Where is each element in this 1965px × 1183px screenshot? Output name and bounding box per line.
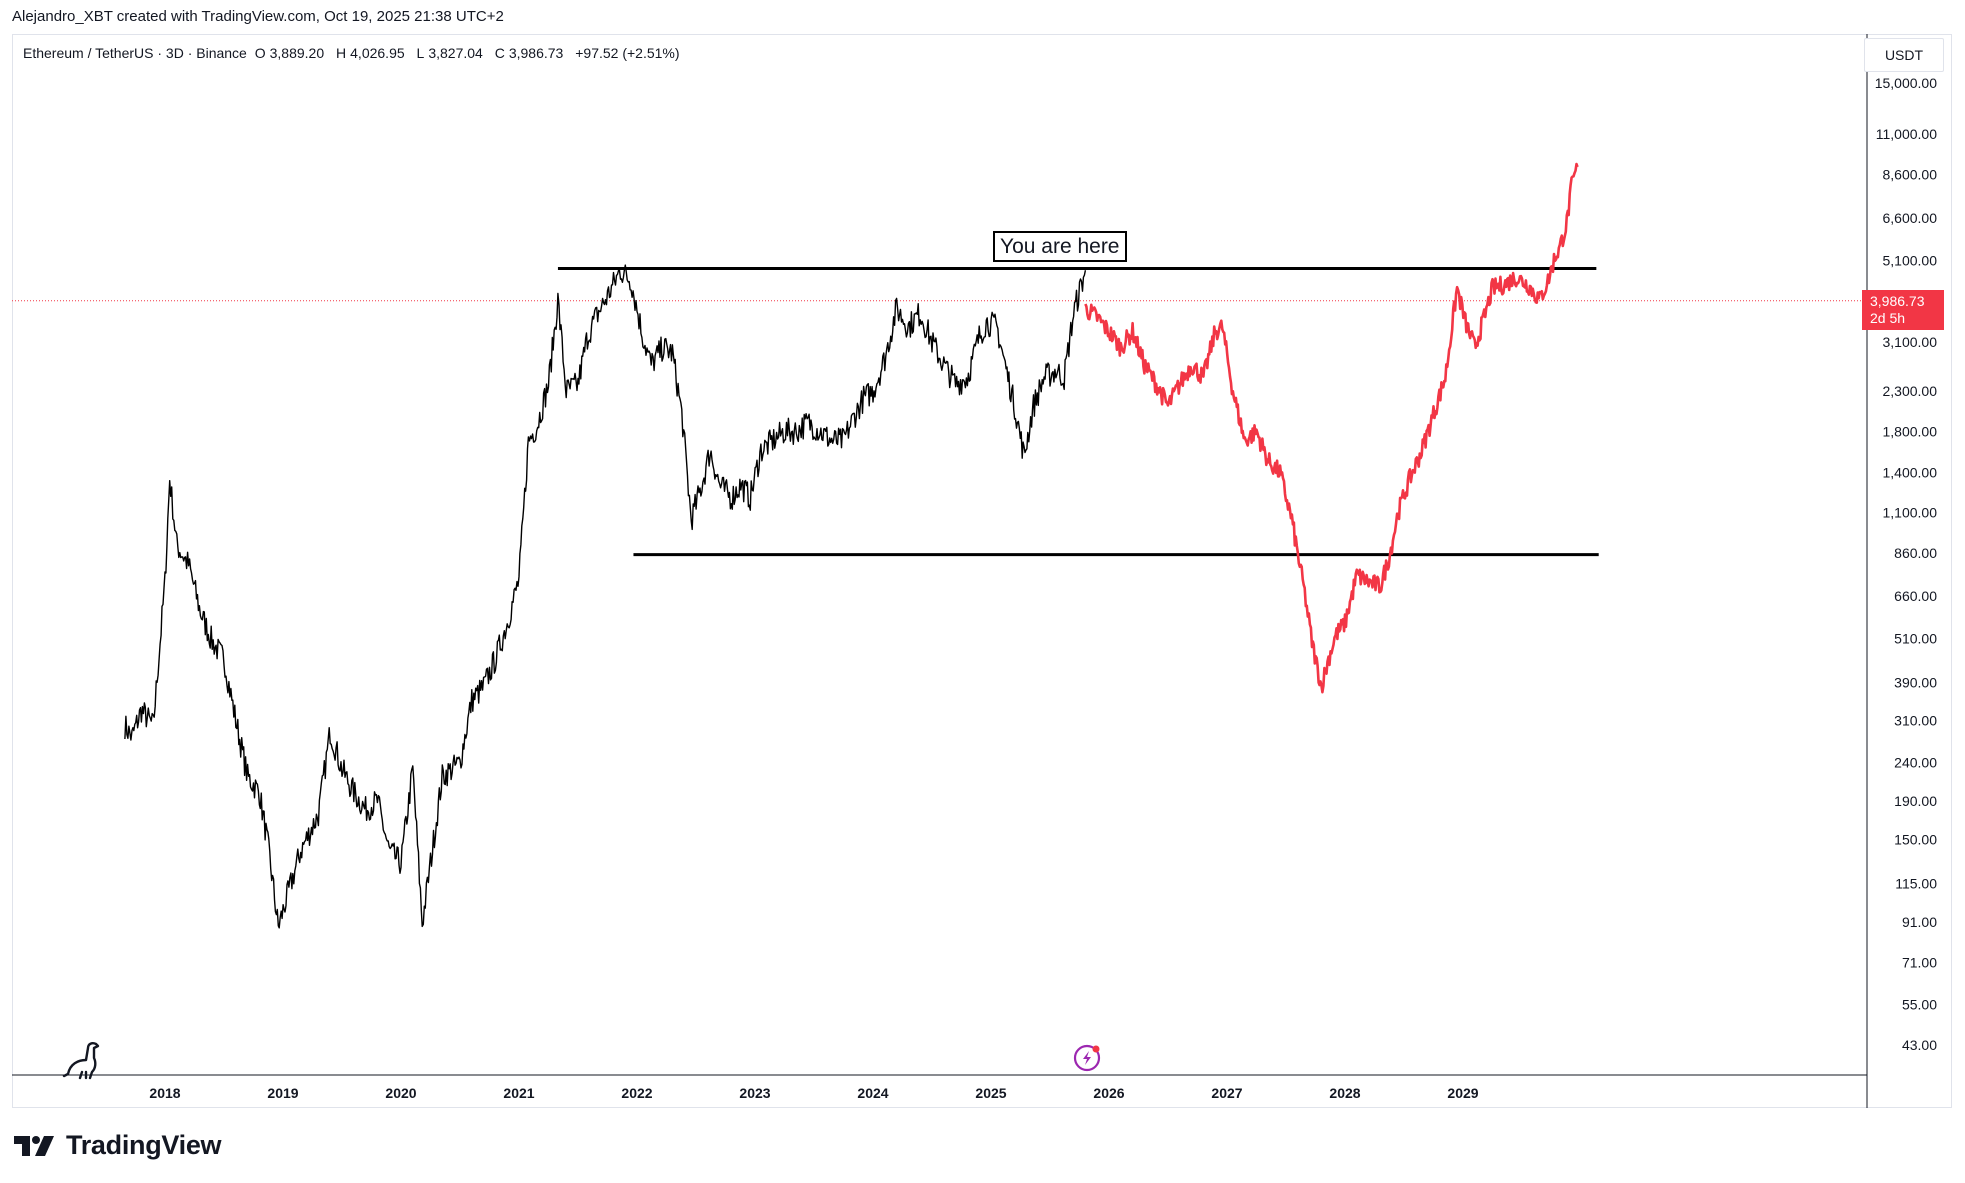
price-tick-label: 3,100.00 (1883, 334, 1938, 350)
lightning-icon[interactable] (1073, 1044, 1101, 1072)
price-tick-label: 510.00 (1894, 631, 1937, 647)
price-tick-label: 8,600.00 (1883, 166, 1938, 182)
price-tick-label: 390.00 (1894, 675, 1937, 691)
price-tick-label: 11,000.00 (1876, 126, 1937, 142)
time-tick-label: 2028 (1329, 1085, 1360, 1101)
open-label: O (254, 45, 266, 61)
time-tick-label: 2029 (1447, 1085, 1478, 1101)
close-value: 3,986.73 (508, 45, 564, 61)
price-tick-label: 43.00 (1902, 1037, 1937, 1053)
time-tick-label: 2019 (267, 1085, 298, 1101)
price-tick-label: 15,000.00 (1875, 75, 1937, 91)
chart-credit: Alejandro_XBT created with TradingView.c… (12, 8, 504, 25)
chart-frame (12, 34, 1952, 1108)
price-tick-label: 150.00 (1894, 832, 1937, 848)
projection-series-line[interactable] (1084, 162, 1579, 694)
high-value: 4,026.95 (350, 45, 405, 61)
dinosaur-icon (62, 1042, 100, 1080)
brand-name: TradingView (66, 1130, 222, 1160)
price-tick-label: 55.00 (1902, 997, 1937, 1013)
price-tick-label: 1,400.00 (1883, 465, 1938, 481)
price-tick-label: 91.00 (1902, 914, 1937, 930)
history-series-line[interactable] (124, 264, 1087, 929)
tradingview-brand[interactable]: TradingView (14, 1130, 222, 1161)
price-series (124, 162, 1579, 929)
bar-countdown: 2d 5h (1870, 310, 1906, 326)
price-tick-label: 860.00 (1894, 545, 1937, 561)
time-tick-label: 2024 (857, 1085, 888, 1101)
you-are-here-annotation[interactable]: You are here (993, 231, 1127, 262)
price-tick-label: 240.00 (1894, 754, 1937, 770)
time-tick-label: 2021 (503, 1085, 534, 1101)
price-tick-label: 660.00 (1894, 588, 1937, 604)
change-value: +97.52 (+2.51%) (575, 45, 680, 61)
price-tick-label: 6,600.00 (1883, 210, 1938, 226)
price-tick-label: 310.00 (1894, 712, 1937, 728)
price-tick-label: 2,300.00 (1883, 383, 1938, 399)
time-tick-label: 2025 (975, 1085, 1006, 1101)
chart-axes (12, 34, 1868, 1108)
price-tick-label: 5,100.00 (1883, 252, 1938, 268)
price-tick-label: 115.00 (1895, 875, 1937, 891)
time-tick-label: 2020 (385, 1085, 416, 1101)
time-tick-label: 2022 (621, 1085, 652, 1101)
last-price-value: 3,986.73 (1870, 293, 1925, 309)
symbol-legend: Ethereum / TetherUS · 3D · Binance O 3,88… (23, 45, 684, 61)
low-label: L (416, 45, 425, 61)
low-value: 3,827.04 (428, 45, 483, 61)
price-tick-label: 1,100.00 (1883, 504, 1938, 520)
symbol-title[interactable]: Ethereum / TetherUS · 3D · Binance (23, 45, 247, 61)
time-tick-label: 2018 (149, 1085, 180, 1101)
currency-button[interactable]: USDT (1864, 38, 1944, 72)
close-label: C (494, 45, 505, 61)
tradingview-logo-icon (14, 1135, 54, 1156)
last-price-tag: 3,986.73 2d 5h (1862, 290, 1944, 330)
time-tick-label: 2023 (739, 1085, 770, 1101)
price-tick-label: 1,800.00 (1883, 423, 1938, 439)
price-tick-label: 71.00 (1902, 955, 1937, 971)
time-axis-ticks: 2018 2019 2020 2021 2022 2023 2024 2025 2026 2027… (149, 1085, 1478, 1101)
time-tick-label: 2027 (1211, 1085, 1242, 1101)
price-axis-ticks: 15,000.00 11,000.00 8,600.00 6,600.00 5,100.… (1875, 75, 1938, 1053)
high-label: H (336, 45, 347, 61)
price-tick-label: 190.00 (1894, 793, 1937, 809)
horizontal-levels (557, 267, 1599, 557)
time-tick-label: 2026 (1093, 1085, 1124, 1101)
open-value: 3,889.20 (269, 45, 325, 61)
